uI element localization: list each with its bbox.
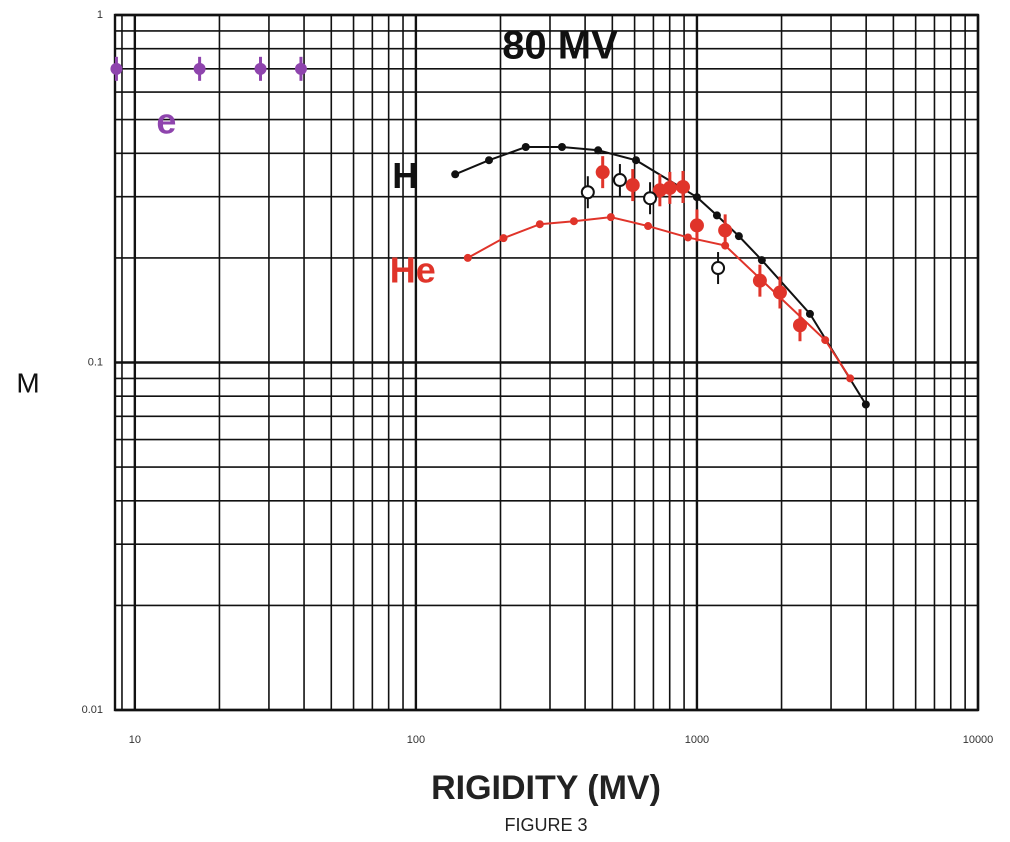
x-tick-label: 10000: [963, 734, 994, 746]
series-line: [467, 216, 852, 379]
data-point: [675, 179, 690, 194]
x-tick-label: 10: [129, 734, 141, 746]
y-tick-label: 0.01: [82, 704, 103, 716]
data-point: [612, 173, 627, 188]
data-point: [110, 62, 123, 75]
data-point: [580, 185, 595, 200]
data-point: [294, 62, 307, 75]
data-point: [689, 218, 704, 233]
plot-frame: [113, 13, 980, 712]
data-point: [711, 261, 726, 276]
data-point: [861, 400, 870, 409]
data-point: [625, 178, 640, 193]
data-point: [846, 374, 855, 383]
data-point: [499, 234, 508, 243]
y-tick-label: 1: [97, 9, 103, 21]
x-tick-label: 1000: [685, 734, 709, 746]
data-point: [594, 146, 603, 155]
data-point: [463, 253, 472, 262]
data-point: [718, 223, 733, 238]
data-point: [632, 156, 641, 165]
y-axis-label: M: [16, 367, 39, 398]
data-point: [521, 143, 530, 152]
data-point: [557, 143, 566, 152]
data-point: [772, 285, 787, 300]
series-label: e: [156, 100, 176, 141]
data-point: [752, 273, 767, 288]
x-tick-label: 100: [407, 734, 425, 746]
data-point: [193, 62, 206, 75]
data-point: [683, 233, 692, 242]
data-point: [644, 222, 653, 231]
series-line: [454, 146, 867, 406]
data-point: [569, 217, 578, 226]
series-label: He: [390, 249, 436, 290]
data-point: [692, 193, 701, 202]
data-point: [805, 309, 814, 318]
data-point: [662, 180, 677, 195]
data-point: [821, 336, 830, 345]
data-point: [595, 165, 610, 180]
data-point: [643, 191, 658, 206]
data-point: [712, 211, 721, 220]
data-point: [606, 213, 615, 222]
data-point: [484, 156, 493, 165]
data-point: [254, 62, 267, 75]
data-point: [451, 170, 460, 179]
data-point: [535, 220, 544, 229]
x-axis-label: RIGIDITY (MV): [431, 769, 661, 807]
caption: FIGURE 3: [504, 815, 587, 835]
y-tick-label: 0.1: [88, 356, 103, 368]
data-point: [792, 318, 807, 333]
data-point: [734, 232, 743, 241]
data-point: [757, 256, 766, 265]
series-label: H: [392, 155, 418, 196]
